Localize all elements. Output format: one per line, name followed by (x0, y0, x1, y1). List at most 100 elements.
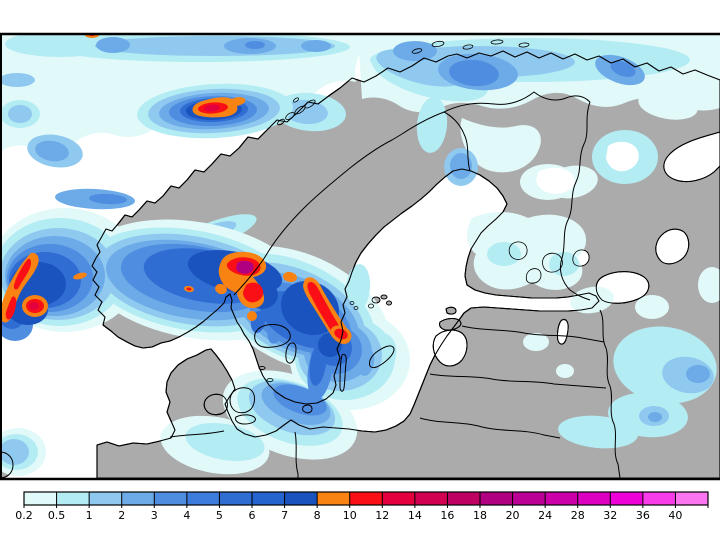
colorbar-segment-4 (186, 492, 220, 505)
precip-kola-3 (610, 61, 636, 77)
colorbar-segment-7 (284, 492, 318, 505)
precip-orange-dash (73, 272, 87, 280)
coastline-gulf-of-riga (432, 329, 468, 367)
border-russia-baltics (599, 309, 621, 479)
border-sweden-finland (443, 111, 471, 172)
colorbar-segment-0.5 (56, 492, 90, 505)
colorbar-segment-12 (382, 492, 415, 505)
colorbar-segment-14 (414, 492, 448, 505)
coastline-island-aland-4 (368, 303, 374, 309)
coastline-white-sea (663, 131, 720, 183)
precip-barents-02-east (638, 90, 698, 120)
precip-se-05-tail (558, 415, 638, 449)
precip-arc-red-upper (13, 258, 32, 290)
colorbar-label-20: 20 (506, 509, 520, 522)
colorbar-label-7: 7 (281, 509, 288, 522)
colorbar-segment-0.2 (24, 492, 57, 505)
coastline-island-aland-3 (386, 300, 392, 306)
precip-se-2-dot2 (648, 412, 662, 422)
precip-barents-1-west (376, 49, 464, 87)
precip-finland-05-spot1 (487, 242, 521, 266)
coastline-island-fyn (203, 393, 228, 416)
colorbar: 0.2 0.5 1 2 3 4 5 6 7 8 10 12 14 16 18 20 24 28 32 36 40 (15, 491, 709, 522)
colorbar-label-24: 24 (538, 509, 552, 522)
colorbar-label-14: 14 (408, 509, 422, 522)
precip-se-2-dot (686, 365, 710, 383)
precip-se-02-patch4 (698, 267, 720, 303)
precip-west-2-blob2 (35, 140, 69, 162)
colorbar-label-1: 1 (86, 509, 93, 522)
border-estonia-latvia (461, 325, 605, 343)
colorbar-label-40: 40 (668, 509, 682, 522)
colorbar-label-32: 32 (603, 509, 617, 522)
border-norway-finland (401, 91, 591, 135)
coastline-island-lofoten-5 (292, 97, 300, 103)
colorbar-segment-1 (89, 492, 122, 505)
precip-fisheast-1 (284, 99, 328, 125)
border-norway-sweden (233, 133, 403, 296)
colorbar-segment-10 (349, 492, 383, 505)
precip-nw-3-spot (245, 41, 265, 49)
precip-se-02-patch1 (570, 286, 614, 314)
precip-nw-2-spot1 (96, 37, 130, 53)
colorbar-segment-28 (577, 492, 611, 505)
precip-se-02-patch3 (635, 295, 669, 319)
precip-s-2-6 (357, 348, 375, 376)
coastline-island-stockholm-1 (349, 301, 355, 305)
precip-bothnia-2-top (450, 153, 472, 179)
precip-se-02-patch2 (523, 333, 549, 351)
coastline-island-finnmark-3 (462, 44, 474, 50)
coastline-island-hiiumaa (445, 306, 457, 315)
coastline-island-gotland (369, 345, 395, 369)
coastline-island-lofoten-3 (285, 112, 295, 120)
coastline-island-lolland (235, 414, 256, 425)
precip-west-1-streak (0, 73, 35, 87)
precip-stockholm-blob-red (334, 328, 348, 340)
colorbar-label-2: 2 (118, 509, 125, 522)
colorbar-segment-6 (252, 492, 285, 505)
coastline-finnish-lake-2 (542, 252, 563, 273)
precip-barents-02-tongue (460, 118, 541, 173)
colorbar-label-0.5: 0.5 (48, 509, 66, 522)
coastline-lake-onega (655, 228, 690, 265)
precip-nw-1-band (95, 36, 335, 56)
coastline-island-finnmark-5 (518, 42, 530, 48)
border-germany-poland (294, 431, 299, 478)
precip-s-05-8 (345, 264, 371, 312)
coastline-island-lofoten-4 (277, 118, 285, 126)
coastline-island-kattegat-2 (266, 378, 274, 382)
coastline-island-england-edge (0, 451, 14, 479)
coastline-lake-ladoga (595, 271, 650, 304)
coastline-island-bornholm (302, 404, 313, 414)
coastline-finnish-lake-1 (508, 241, 528, 260)
colorbar-label-12: 12 (375, 509, 389, 522)
precip-stockholm-red (307, 281, 345, 340)
precip-nw-05-band2 (5, 33, 115, 57)
precip-orange-diamond-s (247, 311, 257, 321)
colorbar-segment-18 (480, 492, 513, 505)
coastline-island-zealand (229, 387, 255, 414)
colorbar-segment-16 (447, 492, 480, 505)
colorbar-label-4: 4 (183, 509, 190, 522)
colorbar-label-5: 5 (216, 509, 223, 522)
coastline-finnish-lake-3 (572, 249, 590, 267)
coastline-island-finnmark-2 (431, 40, 445, 48)
colorbar-label-36: 36 (636, 509, 650, 522)
coastline-island-aland-2 (380, 294, 388, 300)
border-latvia-lithuania (429, 373, 607, 389)
precip-s-05-6 (185, 422, 265, 462)
precip-west-1-blob (8, 105, 32, 123)
map-layers (0, 33, 720, 479)
colorbar-label-18: 18 (473, 509, 487, 522)
coastline-island-finnmark-1 (411, 48, 423, 54)
colorbar-label-8: 8 (314, 509, 321, 522)
precip-finland-05-spot2 (549, 252, 579, 276)
coastline-lake-vanern (254, 324, 291, 348)
precip-orange-diamond-e (283, 271, 297, 283)
precip-nw-2-spot3 (301, 40, 331, 52)
colorbar-label-16: 16 (440, 509, 454, 522)
colorbar-segment-3 (154, 492, 187, 505)
colorbar-segment-20 (512, 492, 546, 505)
coastline-island-aland-1 (371, 296, 381, 304)
colorbar-label-0.2: 0.2 (15, 509, 33, 522)
